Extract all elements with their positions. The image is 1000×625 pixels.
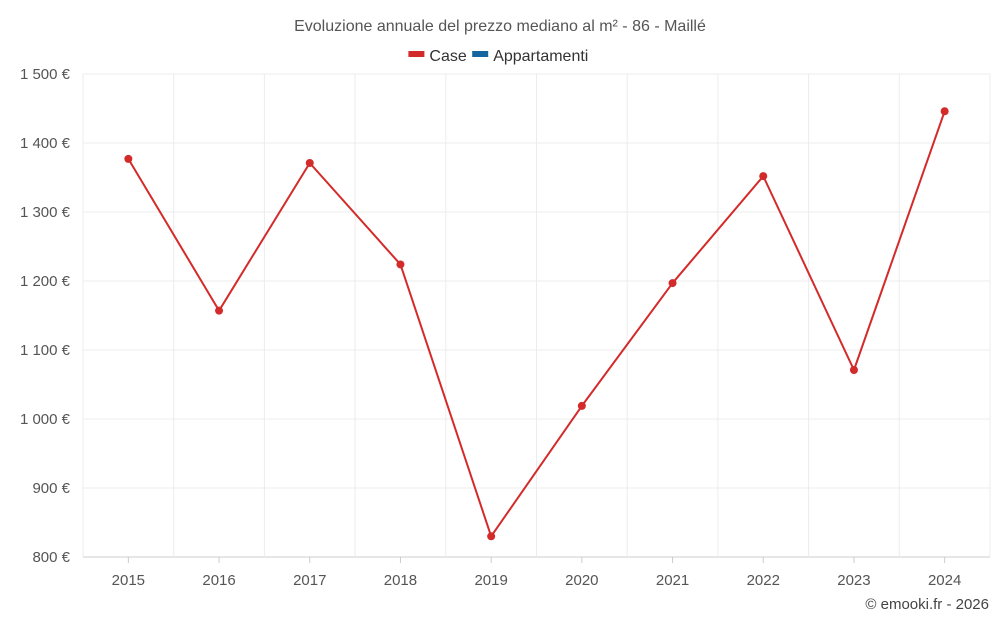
legend-swatch — [472, 51, 489, 57]
x-axis-ticks: 2015 2016 2017 2018 2019 2020 2021 2022 2023 2024 — [112, 557, 961, 589]
y-tick-label: 1 500 € — [20, 66, 71, 83]
credit-text: © emooki.fr - 2026 — [865, 596, 989, 613]
y-tick-label: 1 300 € — [20, 204, 71, 221]
y-tick-label: 900 € — [32, 480, 70, 497]
data-point[interactable] — [396, 260, 405, 269]
legend-item-appartamenti[interactable]: Appartamenti — [472, 48, 588, 65]
y-tick-label: 1 100 € — [20, 342, 71, 359]
y-tick-label: 1 000 € — [20, 411, 71, 428]
x-tick-label: 2020 — [565, 572, 598, 589]
x-tick-label: 2022 — [747, 572, 780, 589]
data-point[interactable] — [487, 532, 496, 541]
y-tick-label: 1 200 € — [20, 273, 71, 290]
y-axis-ticks: 800 € 900 € 1 000 € 1 100 € 1 200 € 1 300 € 1 … — [20, 66, 71, 566]
x-tick-label: 2019 — [474, 572, 507, 589]
data-point[interactable] — [668, 279, 677, 288]
x-tick-label: 2018 — [384, 572, 417, 589]
x-tick-label: 2024 — [928, 572, 961, 589]
legend-label: Appartamenti — [493, 48, 588, 65]
series-layer — [124, 107, 949, 541]
legend-label: Case — [429, 48, 466, 65]
data-point[interactable] — [215, 306, 224, 315]
y-tick-label: 800 € — [32, 549, 70, 566]
data-point[interactable] — [849, 366, 858, 375]
legend-item-case[interactable]: Case — [408, 48, 467, 65]
data-point[interactable] — [124, 154, 133, 163]
grid-lines — [82, 73, 991, 558]
legend-swatch — [408, 51, 425, 57]
data-point[interactable] — [759, 172, 768, 181]
y-tick-label: 1 400 € — [20, 135, 71, 152]
x-tick-label: 2017 — [293, 572, 326, 589]
x-tick-label: 2023 — [837, 572, 870, 589]
chart-title: Evoluzione annuale del prezzo mediano al… — [294, 18, 706, 35]
data-point[interactable] — [305, 159, 314, 168]
series-line-case — [127, 110, 946, 538]
x-tick-label: 2015 — [112, 572, 145, 589]
data-point[interactable] — [577, 401, 586, 410]
data-point[interactable] — [940, 107, 949, 116]
x-tick-label: 2016 — [202, 572, 235, 589]
x-tick-label: 2021 — [656, 572, 689, 589]
legend: Case Appartamenti — [408, 48, 588, 65]
